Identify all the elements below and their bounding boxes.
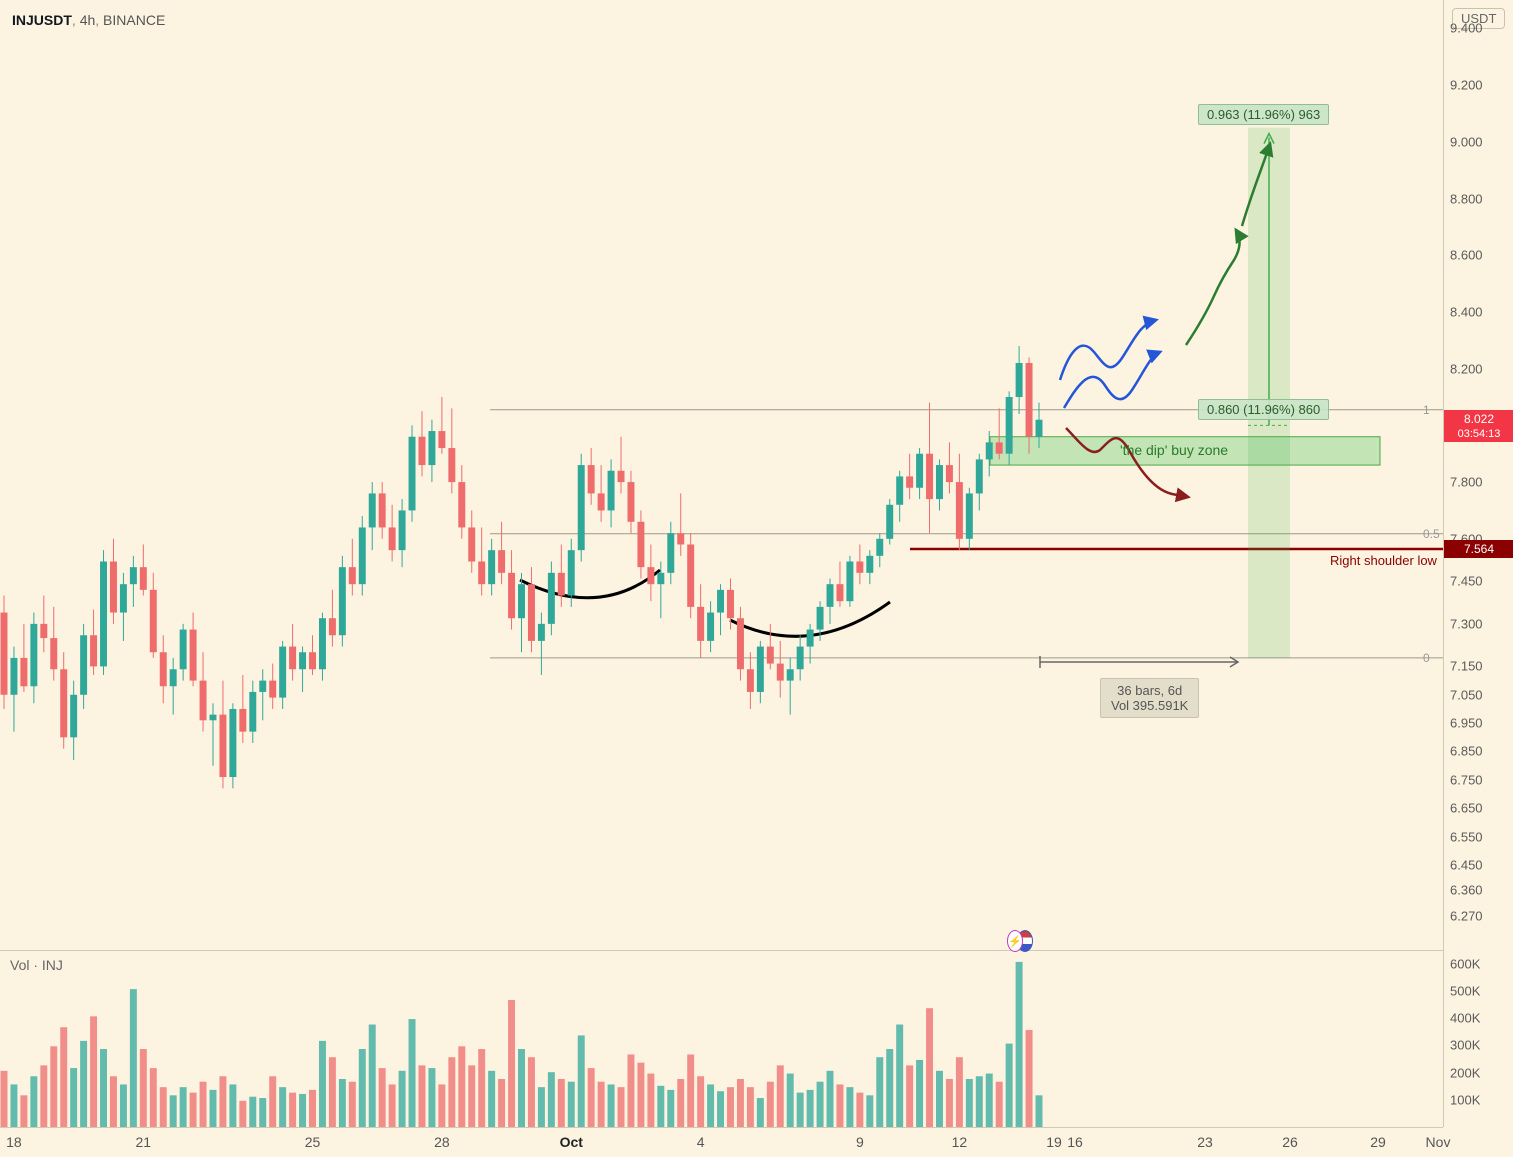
right-shoulder-label: Right shoulder low	[1330, 553, 1437, 568]
time-tick: 9	[856, 1134, 864, 1150]
price-badge[interactable]: 03:54:13	[1444, 426, 1513, 442]
exchange: BINANCE	[103, 12, 165, 28]
time-tick: 25	[305, 1134, 321, 1150]
price-tick: 7.450	[1450, 574, 1483, 589]
price-tick: 8.800	[1450, 191, 1483, 206]
price-tick: 6.750	[1450, 772, 1483, 787]
price-tick: 7.300	[1450, 616, 1483, 631]
symbol-header: INJUSDT, 4h, BINANCE	[12, 12, 165, 28]
price-tick: 6.650	[1450, 801, 1483, 816]
time-tick: Nov	[1426, 1134, 1451, 1150]
price-tick: 8.600	[1450, 248, 1483, 263]
symbol-name[interactable]: INJUSDT	[12, 12, 72, 28]
price-tick: 8.200	[1450, 361, 1483, 376]
price-tick: 7.150	[1450, 659, 1483, 674]
volume-tick: 600K	[1450, 956, 1480, 971]
price-axis[interactable]: USDT 9.4009.2009.0008.8008.6008.4008.200…	[1443, 0, 1513, 950]
volume-tick: 200K	[1450, 1065, 1480, 1080]
target-1-label[interactable]: 0.963 (11.96%) 963	[1198, 104, 1329, 125]
price-tick: 7.800	[1450, 475, 1483, 490]
volume-tick: 500K	[1450, 983, 1480, 998]
price-tick: 6.950	[1450, 716, 1483, 731]
target-2-label[interactable]: 0.860 (11.96%) 860	[1198, 399, 1329, 420]
price-tick: 6.550	[1450, 829, 1483, 844]
time-tick: 26	[1282, 1134, 1298, 1150]
time-tick: 21	[136, 1134, 152, 1150]
time-tick: 19	[1046, 1134, 1062, 1150]
time-axis[interactable]: 18212528Oct49121619232629Nov	[0, 1127, 1443, 1157]
time-tick: Oct	[560, 1134, 583, 1150]
price-tick: 7.050	[1450, 687, 1483, 702]
time-tick: 23	[1197, 1134, 1213, 1150]
price-tick: 9.000	[1450, 134, 1483, 149]
time-tick: 29	[1370, 1134, 1386, 1150]
bars-info-line1: 36 bars, 6d	[1111, 683, 1188, 698]
chart-container: INJUSDT, 4h, BINANCE Vol · INJ USDT 9.40…	[0, 0, 1513, 1157]
volume-axis[interactable]: 600K 500K 400K 300K 200K 100K	[1443, 950, 1513, 1127]
bars-info-label[interactable]: 36 bars, 6d Vol 395.591K	[1100, 678, 1199, 718]
price-tick: 9.200	[1450, 78, 1483, 93]
volume-tick: 300K	[1450, 1038, 1480, 1053]
price-tick: 6.360	[1450, 883, 1483, 898]
time-tick: 28	[434, 1134, 450, 1150]
bars-info-line2: Vol 395.591K	[1111, 698, 1188, 713]
price-badge[interactable]: 7.564	[1444, 540, 1513, 558]
price-chart-pane[interactable]	[0, 0, 1443, 950]
time-tick: 4	[697, 1134, 705, 1150]
time-tick: 16	[1067, 1134, 1083, 1150]
price-tick: 8.400	[1450, 304, 1483, 319]
time-tick: 12	[952, 1134, 968, 1150]
lightning-icon[interactable]: ⚡	[1007, 930, 1023, 952]
news-icons[interactable]: ⚡	[1007, 930, 1033, 956]
volume-tick: 400K	[1450, 1011, 1480, 1026]
volume-tick: 100K	[1450, 1092, 1480, 1107]
time-tick: 18	[6, 1134, 22, 1150]
volume-pane[interactable]: Vol · INJ	[0, 950, 1443, 1127]
dip-zone-label: 'the dip' buy zone	[1120, 442, 1228, 458]
price-tick: 6.450	[1450, 857, 1483, 872]
interval[interactable]: 4h	[80, 12, 96, 28]
price-tick: 6.850	[1450, 744, 1483, 759]
price-tick: 9.400	[1450, 21, 1483, 36]
price-tick: 6.270	[1450, 908, 1483, 923]
